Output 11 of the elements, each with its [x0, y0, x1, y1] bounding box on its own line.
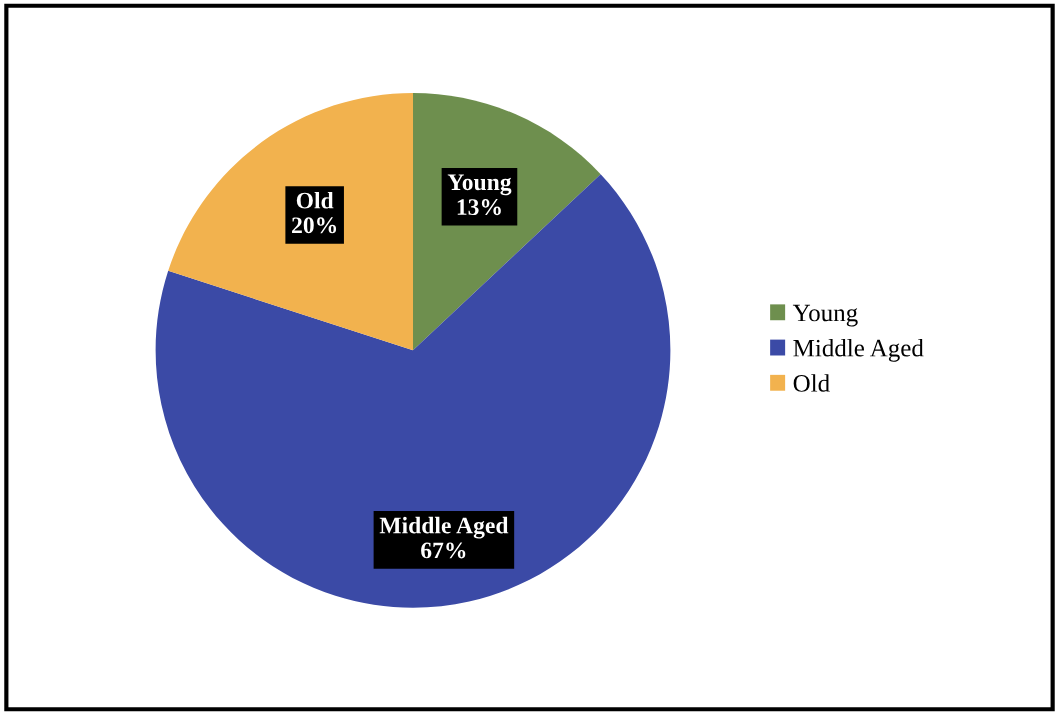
legend-label: Young — [792, 304, 858, 327]
data-label: 67% — [421, 542, 466, 559]
data-label: 13% — [457, 199, 501, 216]
data-label: 20% — [292, 217, 337, 234]
slice-label: Old — [296, 191, 334, 209]
pie-slice — [155, 174, 671, 608]
legend-label: Middle Aged — [793, 339, 924, 362]
slice-label: Young — [447, 174, 512, 196]
legend-label: Old — [793, 374, 830, 392]
slice-label: Middle Aged — [379, 516, 509, 539]
pie-slice — [168, 92, 414, 351]
